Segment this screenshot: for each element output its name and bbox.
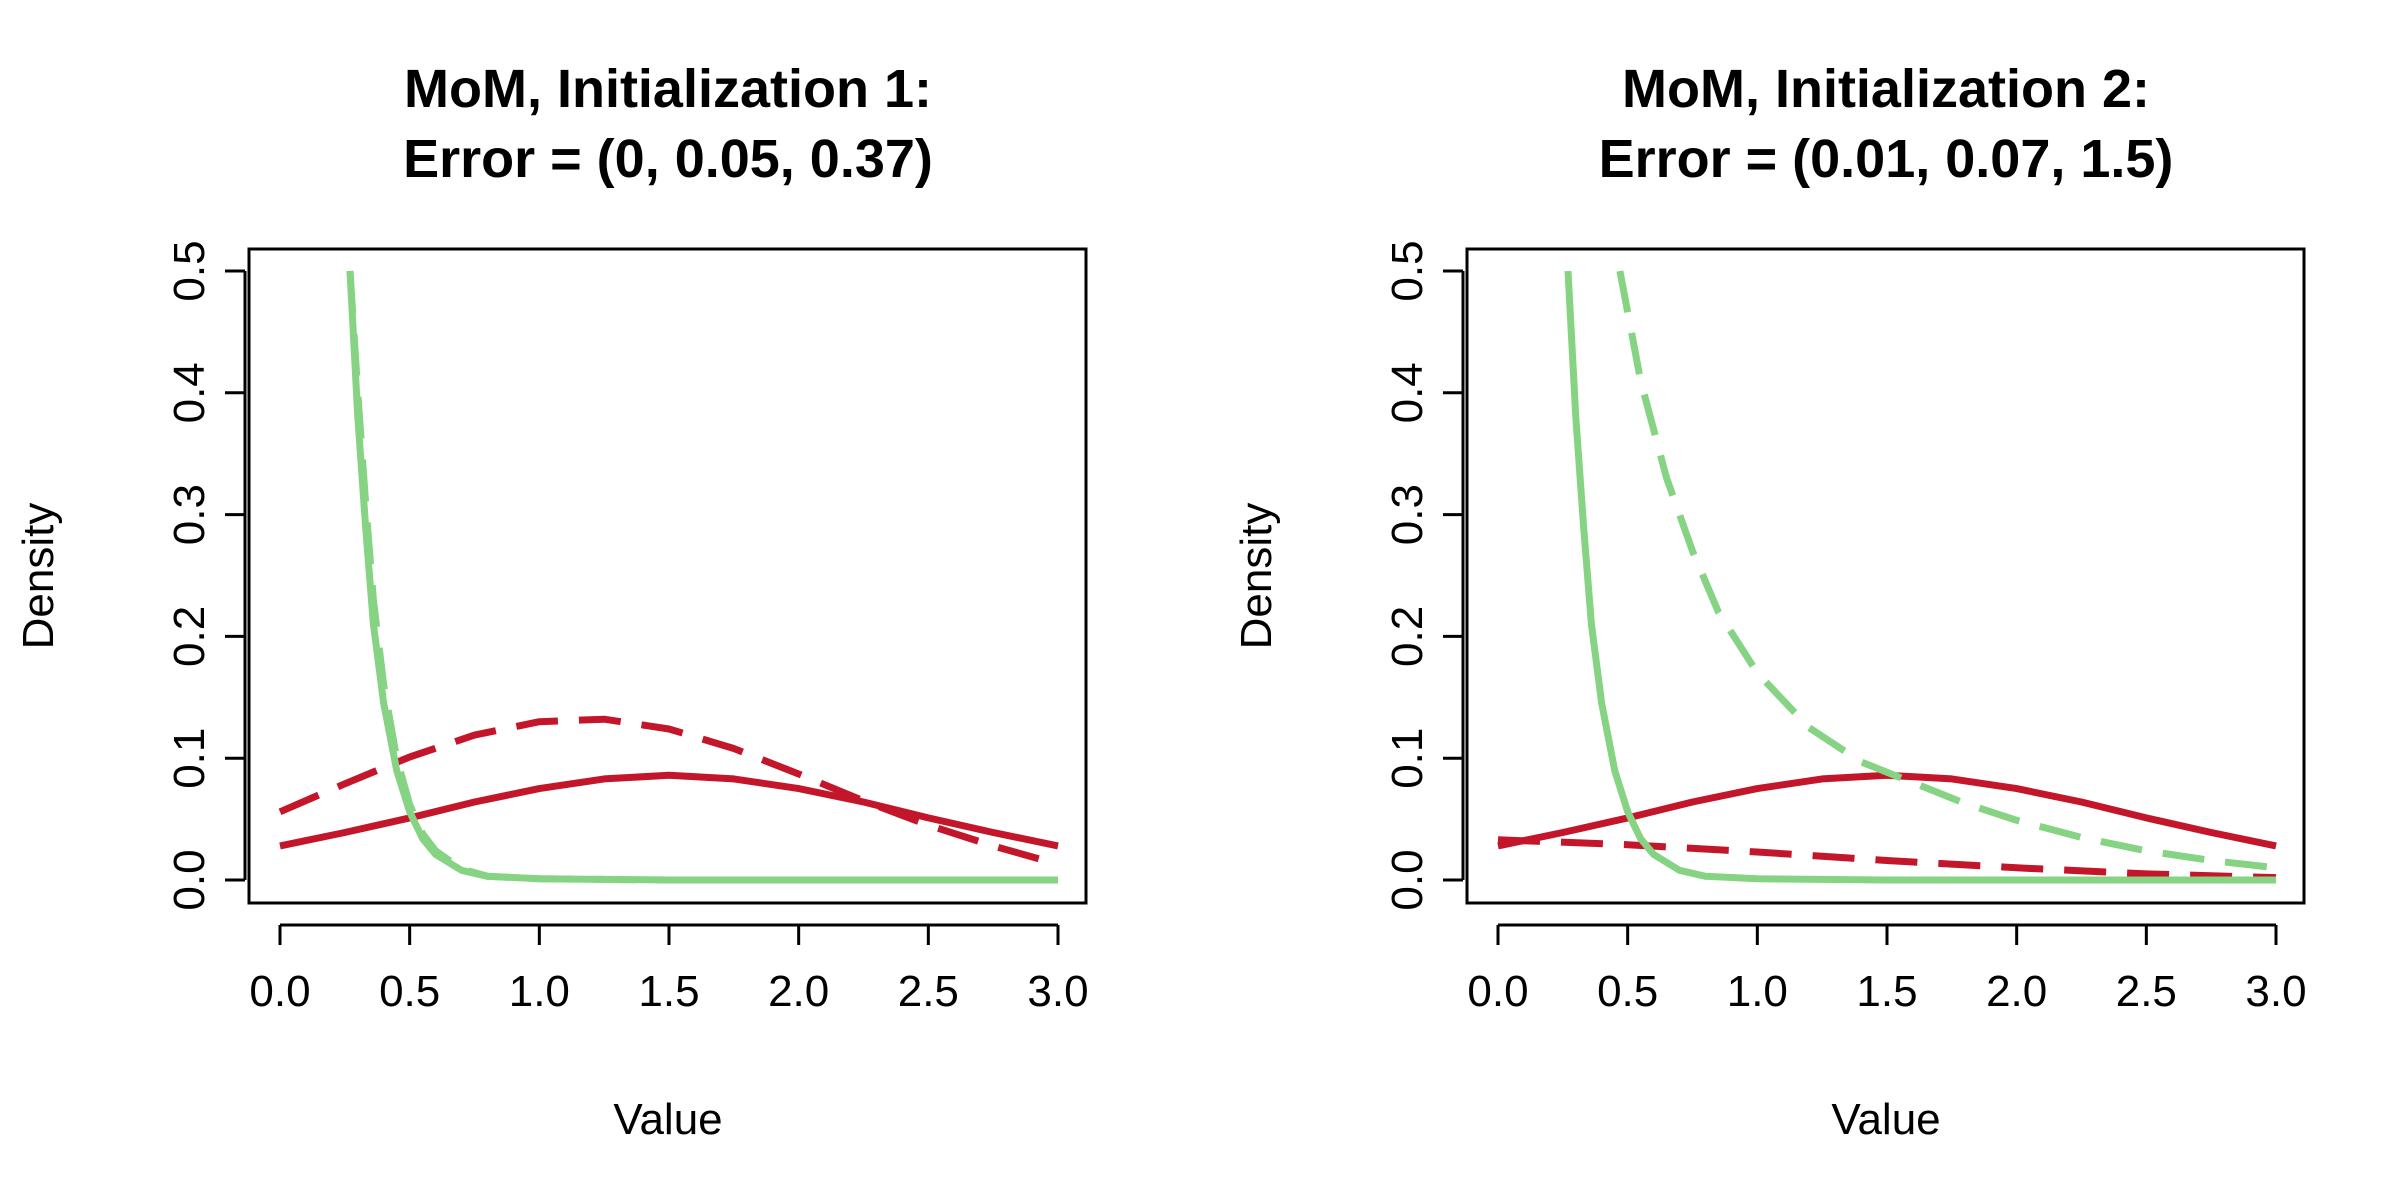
x-tick-label: 2.5 <box>2116 967 2177 1016</box>
y-tick-label: 0.1 <box>1383 728 1432 789</box>
series-line-2-dashed <box>1497 836 2277 882</box>
y-tick-label: 0.5 <box>1383 240 1432 301</box>
series-line-3-solid <box>1564 270 2276 884</box>
x-axis-label: Value <box>613 1095 722 1144</box>
x-tick-label: 2.0 <box>768 967 829 1016</box>
x-tick-label: 2.5 <box>898 967 959 1016</box>
x-tick-label: 0.0 <box>249 967 310 1016</box>
x-tick-label: 0.5 <box>1597 967 1658 1016</box>
y-tick-label: 0.1 <box>165 728 214 789</box>
y-tick-label: 0.5 <box>165 240 214 301</box>
y-tick-label: 0.4 <box>165 362 214 423</box>
x-tick-label: 0.0 <box>1467 967 1528 1016</box>
y-axis: 0.0 0.1 0.2 0.3 0.4 0.5 <box>1383 240 1465 911</box>
series-line-1-solid <box>1497 771 2277 850</box>
x-axis: 0.0 0.5 1.0 1.5 2.0 2.5 3.0 <box>1467 923 2307 1016</box>
chart-title-line1: MoM, Initialization 2: <box>1622 59 2150 119</box>
x-tick-label: 1.5 <box>638 967 699 1016</box>
plot-frame <box>247 247 1088 905</box>
chart-title-line1: MoM, Initialization 1: <box>404 59 932 119</box>
x-tick-label: 1.0 <box>1727 967 1788 1016</box>
x-tick-label: 3.0 <box>2245 967 2306 1016</box>
x-tick-label: 1.0 <box>509 967 570 1016</box>
series-line-4-dashed <box>346 270 1058 884</box>
y-tick-label: 0.0 <box>165 849 214 910</box>
series-line-1-solid <box>279 771 1059 850</box>
series-line-2-dashed <box>278 715 1059 868</box>
y-tick-label: 0.0 <box>1383 849 1432 910</box>
x-axis: 0.0 0.5 1.0 1.5 2.0 2.5 3.0 <box>249 923 1089 1016</box>
x-tick-label: 1.5 <box>1856 967 1917 1016</box>
y-tick-label: 0.4 <box>1383 362 1432 423</box>
y-axis: 0.0 0.1 0.2 0.3 0.4 0.5 <box>165 240 247 911</box>
plot-frame <box>1465 247 2306 905</box>
series-line-4-dashed <box>1616 270 2277 872</box>
y-tick-label: 0.3 <box>1383 484 1432 545</box>
series-line-3-solid <box>346 270 1058 884</box>
chart-title-line2: Error = (0, 0.05, 0.37) <box>403 129 933 189</box>
chart-panel-2: MoM, Initialization 2: Error = (0.01, 0.… <box>1232 59 2307 1144</box>
x-tick-label: 0.5 <box>379 967 440 1016</box>
plot-lines <box>278 270 1059 884</box>
x-tick-label: 2.0 <box>1986 967 2047 1016</box>
y-axis-label: Density <box>1232 503 1281 650</box>
chart-title-line2: Error = (0.01, 0.07, 1.5) <box>1599 129 2174 189</box>
x-axis-label: Value <box>1831 1095 1940 1144</box>
y-tick-label: 0.2 <box>165 606 214 667</box>
y-tick-label: 0.2 <box>1383 606 1432 667</box>
plot-lines <box>1497 270 2277 884</box>
y-axis-label: Density <box>14 503 63 650</box>
x-tick-label: 3.0 <box>1027 967 1088 1016</box>
chart-panel-1: MoM, Initialization 1: Error = (0, 0.05,… <box>14 59 1089 1144</box>
y-tick-label: 0.3 <box>165 484 214 545</box>
